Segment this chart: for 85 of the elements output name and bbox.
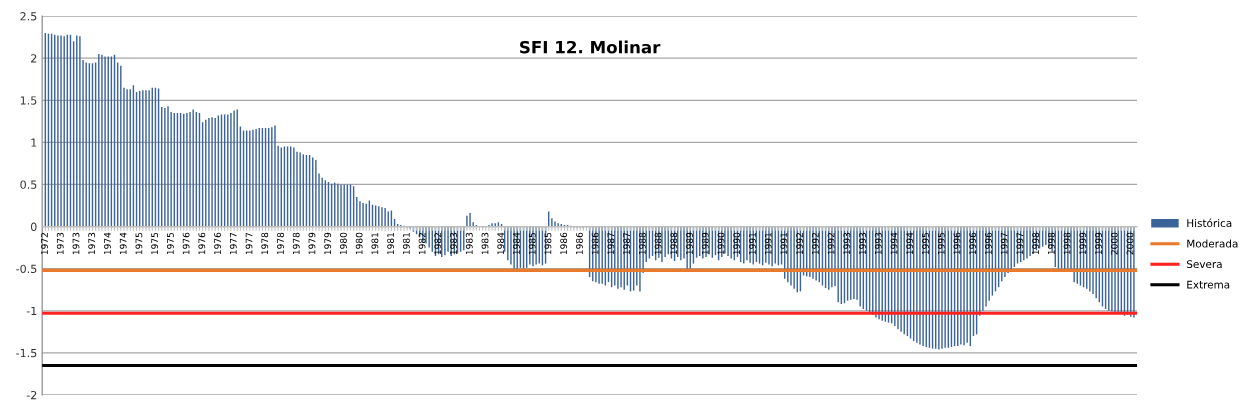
y-tick-label: -0.5 <box>16 264 37 274</box>
x-tick-label: 1983 <box>465 232 473 255</box>
x-tick-label: 1973 <box>88 232 96 255</box>
x-tick-label: 1989 <box>686 232 693 255</box>
x-tick-label: 1982 <box>434 233 442 255</box>
x-tick-label: 1975 <box>166 232 174 255</box>
x-tick-label: 1991 <box>764 232 772 255</box>
y-tick-label: 0 <box>30 222 37 231</box>
x-tick-label: 1999 <box>1079 232 1087 255</box>
x-tick-label: 1986 <box>560 232 568 255</box>
x-tick-label: 1986 <box>591 232 599 255</box>
y-tick-label: 1 <box>31 138 37 147</box>
x-tick-label: 1990 <box>717 232 725 255</box>
x-tick-label: 1984 <box>497 232 505 255</box>
x-tick-label: 1998 <box>1047 232 1055 255</box>
x-tick-label: 1974 <box>104 232 111 255</box>
x-tick-label: 1991 <box>780 232 788 255</box>
x-tick-label: 1996 <box>953 232 961 255</box>
x-tick-label: 1974 <box>119 232 127 255</box>
x-tick-label: 1998 <box>1032 232 1040 255</box>
x-tick-label: 1990 <box>733 232 741 255</box>
x-tick-label: 2000 <box>1110 232 1118 255</box>
x-tick-label: 1976 <box>198 232 206 255</box>
y-tick-label: 0.5 <box>20 180 37 189</box>
x-tick-label: 1981 <box>387 232 395 255</box>
x-tick-label: 1999 <box>1095 232 1102 255</box>
y-tick-label: 2 <box>31 54 37 63</box>
x-tick-label: 1981 <box>371 232 379 255</box>
y-tick-label: -1.5 <box>16 348 37 358</box>
legend-label: Histórica <box>1187 218 1232 228</box>
x-tick-label: 1983 <box>450 232 457 255</box>
x-tick-label: 1991 <box>749 232 756 255</box>
x-tick-label: 1976 <box>182 232 190 255</box>
x-tick-label: 1973 <box>56 232 64 255</box>
x-tick-label: 1992 <box>796 233 804 255</box>
y-tick-label: -1 <box>26 306 37 315</box>
x-tick-label: 1994 <box>906 232 914 255</box>
x-tick-label: 1981 <box>402 232 410 255</box>
x-tick-label: 1977 <box>229 232 237 255</box>
x-tick-label: 1995 <box>937 232 945 255</box>
x-tick-label: 1987 <box>623 232 630 255</box>
x-tick-label: 1997 <box>1016 232 1024 255</box>
x-tick-label: 1973 <box>72 232 80 255</box>
x-tick-label: 1992 <box>827 233 835 255</box>
y-tick-label: 2.5 <box>20 12 37 21</box>
y-tick-label: -2 <box>26 390 37 400</box>
x-tick-label: 1979 <box>308 232 316 255</box>
x-tick-label: 1980 <box>340 232 347 255</box>
x-tick-label: 1986 <box>575 232 583 255</box>
x-tick-label: 1985 <box>544 232 552 255</box>
x-tick-label: 1978 <box>261 232 269 255</box>
x-tick-label: 1984 <box>513 232 520 255</box>
x-tick-label: 1975 <box>151 232 159 255</box>
x-tick-label: 2000 <box>1126 232 1134 255</box>
x-tick-label: 1977 <box>245 232 253 255</box>
x-tick-label: 1998 <box>1063 232 1071 255</box>
legend-label: Moderada <box>1187 239 1238 248</box>
x-tick-label: 1988 <box>654 232 662 255</box>
x-tick-label: 1993 <box>843 232 851 255</box>
x-tick-label: 1997 <box>1000 232 1008 255</box>
x-tick-label: 1989 <box>701 232 709 255</box>
x-tick-label: 1983 <box>481 232 489 255</box>
x-tick-label: 1985 <box>528 232 536 255</box>
x-tick-label: 1987 <box>607 232 615 255</box>
text: SFI 12. Molinar <box>520 40 661 54</box>
x-tick-label: 1978 <box>292 232 300 255</box>
x-tick-label: 1995 <box>922 232 929 255</box>
x-tick-label: 1978 <box>277 232 284 255</box>
x-tick-label: 1972 <box>41 233 48 255</box>
x-tick-label: 1996 <box>969 232 977 255</box>
x-tick-label: 1994 <box>890 232 898 255</box>
x-tick-label: 1993 <box>874 232 882 255</box>
x-tick-label: 1992 <box>811 233 819 255</box>
x-tick-label: 1993 <box>859 232 866 255</box>
x-tick-label: 1982 <box>418 233 426 255</box>
x-tick-label: 1996 <box>984 232 992 255</box>
x-tick-label: 1975 <box>135 232 143 255</box>
y-tick-label: 1.5 <box>20 96 37 105</box>
x-tick-label: 1976 <box>214 232 221 255</box>
x-tick-label: 1988 <box>638 232 646 255</box>
legend-label: Severa <box>1186 260 1222 269</box>
x-tick-label: 1988 <box>670 232 678 255</box>
x-tick-label: 1979 <box>324 232 332 255</box>
x-tick-label: 1980 <box>355 232 363 255</box>
legend-label: Extrema <box>1187 280 1230 289</box>
